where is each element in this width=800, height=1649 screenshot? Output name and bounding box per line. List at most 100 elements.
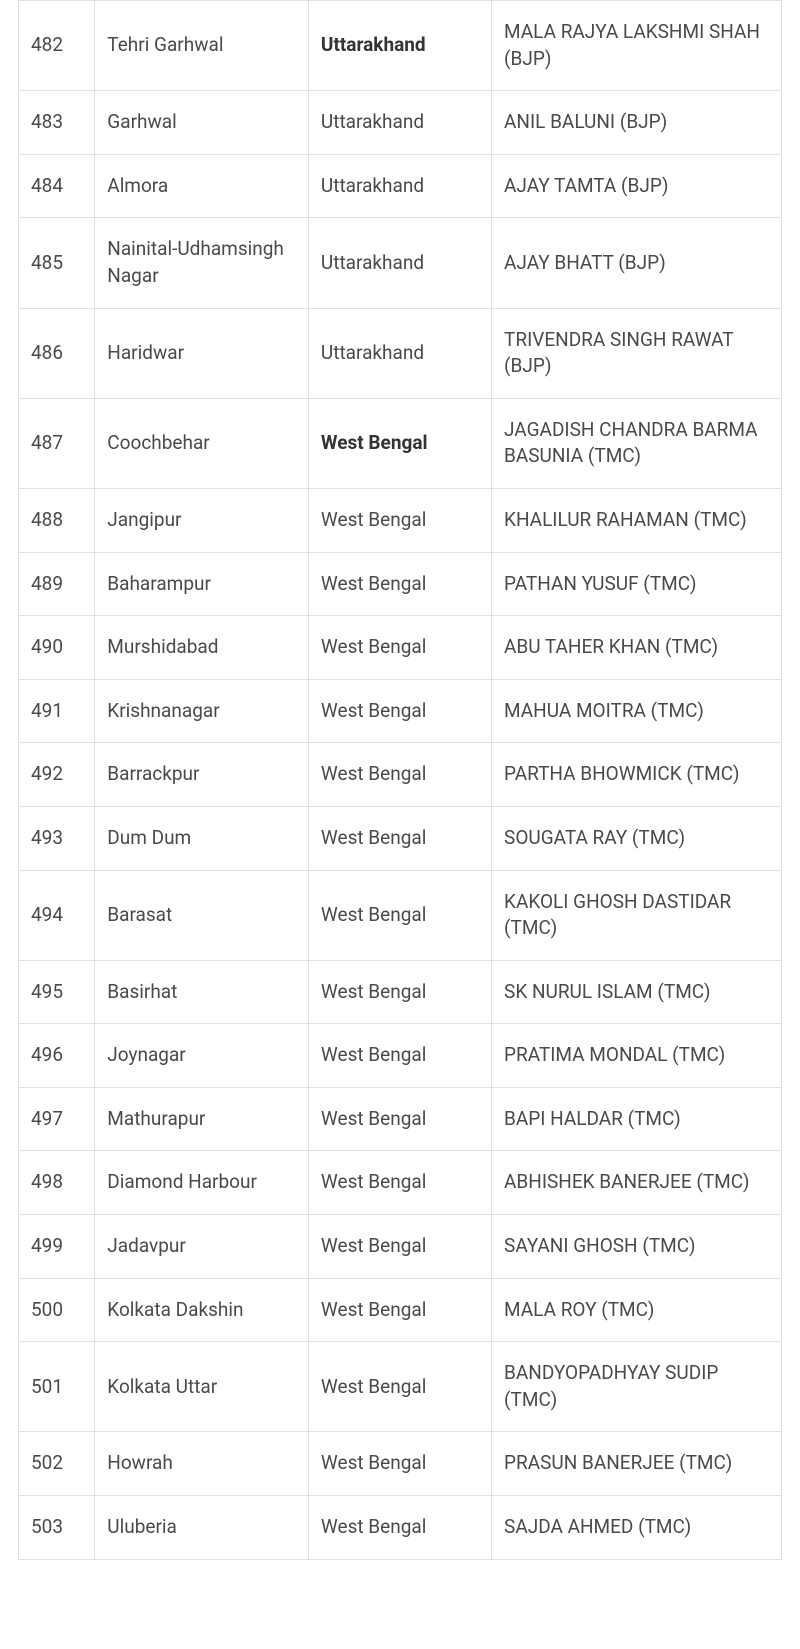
cell-state: Uttarakhand [308, 91, 491, 155]
cell-winner: MALA ROY (TMC) [492, 1278, 782, 1342]
cell-winner: KHALILUR RAHAMAN (TMC) [492, 488, 782, 552]
cell-winner: ABU TAHER KHAN (TMC) [492, 616, 782, 680]
table-row: 482Tehri GarhwalUttarakhandMALA RAJYA LA… [19, 1, 782, 91]
table-row: 494BarasatWest BengalKAKOLI GHOSH DASTID… [19, 870, 782, 960]
cell-winner: BAPI HALDAR (TMC) [492, 1087, 782, 1151]
cell-state: West Bengal [308, 1087, 491, 1151]
table-row: 491KrishnanagarWest BengalMAHUA MOITRA (… [19, 679, 782, 743]
cell-constituency: Diamond Harbour [95, 1151, 309, 1215]
cell-constituency: Basirhat [95, 960, 309, 1024]
cell-constituency: Dum Dum [95, 806, 309, 870]
cell-constituency: Baharampur [95, 552, 309, 616]
table-row: 495BasirhatWest BengalSK NURUL ISLAM (TM… [19, 960, 782, 1024]
table-row: 498Diamond HarbourWest BengalABHISHEK BA… [19, 1151, 782, 1215]
cell-serial: 485 [19, 218, 95, 308]
cell-state: West Bengal [308, 1496, 491, 1560]
cell-state: West Bengal [308, 870, 491, 960]
cell-constituency: Nainital-Udhamsingh Nagar [95, 218, 309, 308]
table-row: 501Kolkata UttarWest BengalBANDYOPADHYAY… [19, 1342, 782, 1432]
cell-constituency: Jangipur [95, 488, 309, 552]
table-row: 502HowrahWest BengalPRASUN BANERJEE (TMC… [19, 1432, 782, 1496]
cell-serial: 482 [19, 1, 95, 91]
cell-winner: MALA RAJYA LAKSHMI SHAH (BJP) [492, 1, 782, 91]
cell-state: West Bengal [308, 806, 491, 870]
table-row: 497MathurapurWest BengalBAPI HALDAR (TMC… [19, 1087, 782, 1151]
cell-winner: SAYANI GHOSH (TMC) [492, 1215, 782, 1279]
cell-state: West Bengal [308, 743, 491, 807]
cell-constituency: Kolkata Uttar [95, 1342, 309, 1432]
cell-winner: PRATIMA MONDAL (TMC) [492, 1024, 782, 1088]
table-row: 489BaharampurWest BengalPATHAN YUSUF (TM… [19, 552, 782, 616]
cell-serial: 494 [19, 870, 95, 960]
cell-constituency: Murshidabad [95, 616, 309, 680]
cell-winner: ANIL BALUNI (BJP) [492, 91, 782, 155]
table-row: 484AlmoraUttarakhandAJAY TAMTA (BJP) [19, 154, 782, 218]
cell-serial: 502 [19, 1432, 95, 1496]
cell-winner: MAHUA MOITRA (TMC) [492, 679, 782, 743]
cell-serial: 486 [19, 308, 95, 398]
cell-state: West Bengal [308, 1432, 491, 1496]
cell-serial: 487 [19, 398, 95, 488]
cell-constituency: Barrackpur [95, 743, 309, 807]
table-row: 486HaridwarUttarakhandTRIVENDRA SINGH RA… [19, 308, 782, 398]
cell-serial: 497 [19, 1087, 95, 1151]
cell-state: West Bengal [308, 960, 491, 1024]
cell-serial: 490 [19, 616, 95, 680]
table-row: 493Dum DumWest BengalSOUGATA RAY (TMC) [19, 806, 782, 870]
cell-state: West Bengal [308, 616, 491, 680]
cell-winner: PRASUN BANERJEE (TMC) [492, 1432, 782, 1496]
cell-serial: 503 [19, 1496, 95, 1560]
table-row: 485Nainital-Udhamsingh NagarUttarakhandA… [19, 218, 782, 308]
table-row: 492BarrackpurWest BengalPARTHA BHOWMICK … [19, 743, 782, 807]
cell-serial: 499 [19, 1215, 95, 1279]
cell-state: Uttarakhand [308, 218, 491, 308]
cell-state: West Bengal [308, 1342, 491, 1432]
cell-serial: 483 [19, 91, 95, 155]
cell-constituency: Uluberia [95, 1496, 309, 1560]
cell-serial: 496 [19, 1024, 95, 1088]
cell-constituency: Krishnanagar [95, 679, 309, 743]
constituency-table: 482Tehri GarhwalUttarakhandMALA RAJYA LA… [18, 0, 782, 1560]
cell-constituency: Mathurapur [95, 1087, 309, 1151]
table-row: 487CoochbeharWest BengalJAGADISH CHANDRA… [19, 398, 782, 488]
cell-winner: TRIVENDRA SINGH RAWAT (BJP) [492, 308, 782, 398]
cell-serial: 500 [19, 1278, 95, 1342]
cell-serial: 484 [19, 154, 95, 218]
table-row: 496JoynagarWest BengalPRATIMA MONDAL (TM… [19, 1024, 782, 1088]
cell-serial: 492 [19, 743, 95, 807]
cell-constituency: Tehri Garhwal [95, 1, 309, 91]
cell-constituency: Garhwal [95, 91, 309, 155]
cell-state: West Bengal [308, 1151, 491, 1215]
cell-winner: SOUGATA RAY (TMC) [492, 806, 782, 870]
table-body: 482Tehri GarhwalUttarakhandMALA RAJYA LA… [19, 1, 782, 1560]
table-row: 483GarhwalUttarakhandANIL BALUNI (BJP) [19, 91, 782, 155]
cell-winner: ABHISHEK BANERJEE (TMC) [492, 1151, 782, 1215]
cell-serial: 501 [19, 1342, 95, 1432]
cell-serial: 495 [19, 960, 95, 1024]
cell-state: Uttarakhand [308, 154, 491, 218]
table-row: 500Kolkata DakshinWest BengalMALA ROY (T… [19, 1278, 782, 1342]
cell-serial: 491 [19, 679, 95, 743]
cell-winner: SAJDA AHMED (TMC) [492, 1496, 782, 1560]
cell-winner: JAGADISH CHANDRA BARMA BASUNIA (TMC) [492, 398, 782, 488]
cell-state: Uttarakhand [308, 1, 491, 91]
cell-state: West Bengal [308, 1215, 491, 1279]
cell-constituency: Almora [95, 154, 309, 218]
cell-serial: 493 [19, 806, 95, 870]
cell-winner: PARTHA BHOWMICK (TMC) [492, 743, 782, 807]
cell-constituency: Barasat [95, 870, 309, 960]
cell-winner: KAKOLI GHOSH DASTIDAR (TMC) [492, 870, 782, 960]
cell-serial: 498 [19, 1151, 95, 1215]
cell-constituency: Howrah [95, 1432, 309, 1496]
table-row: 499JadavpurWest BengalSAYANI GHOSH (TMC) [19, 1215, 782, 1279]
cell-constituency: Kolkata Dakshin [95, 1278, 309, 1342]
cell-constituency: Haridwar [95, 308, 309, 398]
cell-winner: PATHAN YUSUF (TMC) [492, 552, 782, 616]
table-row: 503UluberiaWest BengalSAJDA AHMED (TMC) [19, 1496, 782, 1560]
cell-state: West Bengal [308, 552, 491, 616]
cell-constituency: Coochbehar [95, 398, 309, 488]
cell-state: West Bengal [308, 1024, 491, 1088]
cell-state: Uttarakhand [308, 308, 491, 398]
cell-serial: 488 [19, 488, 95, 552]
cell-constituency: Joynagar [95, 1024, 309, 1088]
